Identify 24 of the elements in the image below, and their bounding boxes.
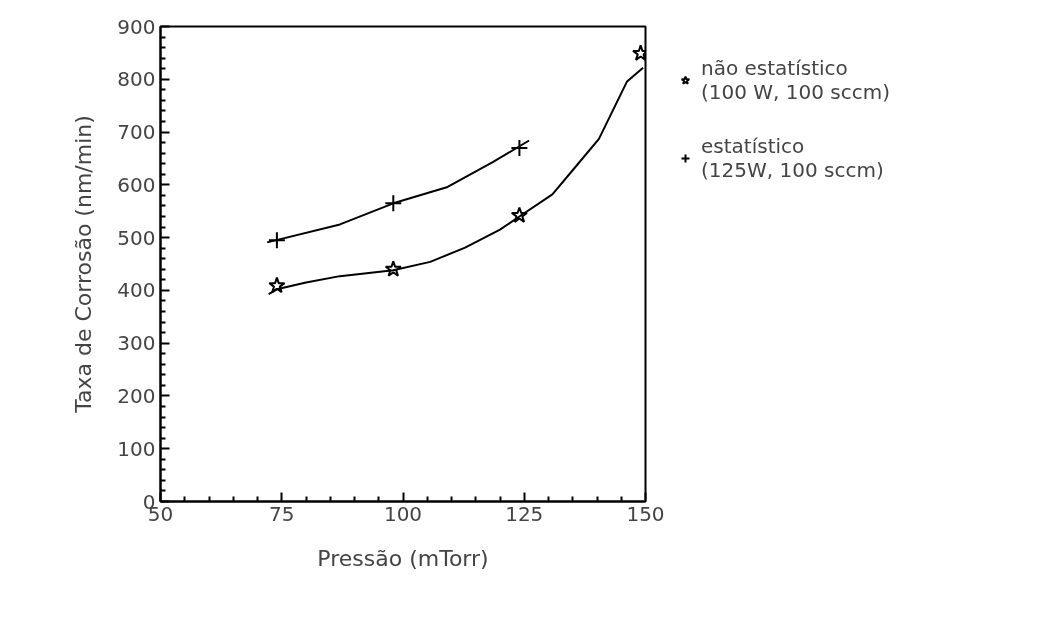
point (510, 206, 529, 223)
y-tick-label: 500 (117, 225, 156, 250)
y-tick-label: 900 (117, 14, 156, 39)
y-tick-label: 700 (117, 120, 156, 145)
x-tick-label: 75 (269, 501, 295, 526)
point (384, 194, 403, 213)
y-tick-label: 200 (117, 383, 156, 408)
legend-label: estatístico (125W, 100 sccm) (701, 134, 884, 182)
point (268, 276, 286, 294)
point (384, 260, 402, 277)
x-tick-label: 100 (383, 501, 423, 526)
point (267, 231, 286, 250)
y-tick-label: 400 (117, 278, 156, 303)
x-axis-title: Pressão (mTorr) (317, 545, 489, 571)
y-axis-title: Taxa de Corrosão (nm/min) (71, 115, 97, 414)
y-tick-label: 600 (117, 172, 156, 197)
y-tick-label: 800 (117, 67, 156, 92)
y-tick-label: 300 (117, 331, 156, 356)
x-tick-label: 125 (505, 501, 544, 526)
x-tick-label: 150 (626, 501, 665, 526)
y-tick-label: 100 (117, 436, 156, 461)
legend-label: não estatístico (100 W, 100 sccm) (701, 56, 891, 104)
point (510, 138, 529, 157)
line-series (266, 139, 531, 244)
